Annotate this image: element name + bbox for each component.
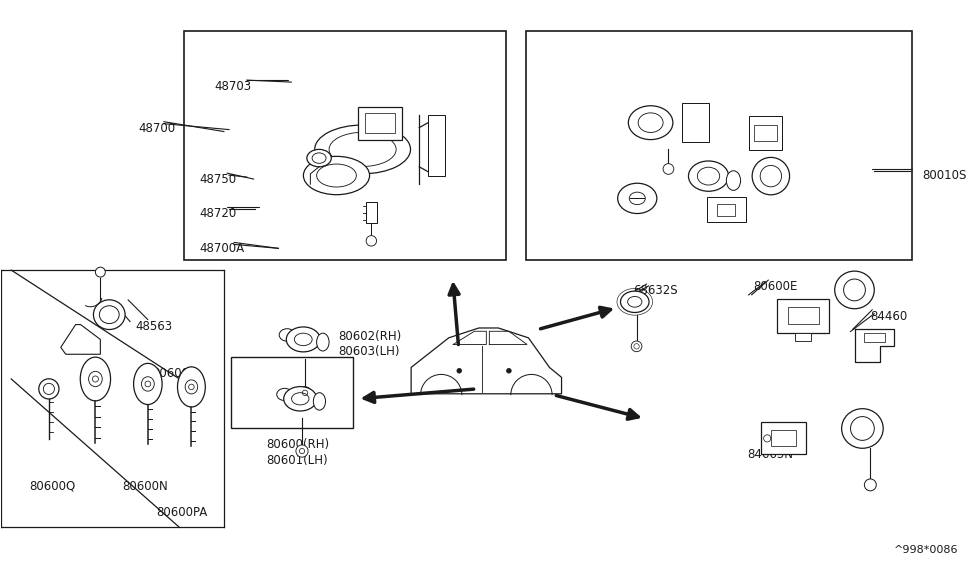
Text: 80010S: 80010S	[921, 169, 966, 182]
Ellipse shape	[287, 327, 320, 352]
Text: 48700: 48700	[138, 122, 176, 135]
Text: 68632S: 68632S	[633, 284, 678, 297]
Bar	[707, 198, 746, 222]
Ellipse shape	[620, 291, 649, 312]
Ellipse shape	[317, 333, 330, 351]
Bar	[428, 114, 446, 175]
Text: 80600(RH): 80600(RH)	[266, 439, 330, 451]
Bar	[365, 113, 395, 133]
Ellipse shape	[315, 125, 410, 174]
Text: 80600Q: 80600Q	[29, 480, 75, 493]
Bar	[771, 430, 796, 447]
Text: 80600PA: 80600PA	[156, 505, 207, 518]
Circle shape	[39, 379, 59, 399]
Ellipse shape	[688, 161, 728, 191]
Ellipse shape	[313, 393, 326, 410]
Bar	[358, 107, 402, 140]
Ellipse shape	[752, 157, 790, 195]
Text: 48720: 48720	[199, 207, 237, 220]
Text: 80603(LH): 80603(LH)	[338, 345, 400, 358]
Bar	[864, 333, 885, 342]
Bar	[718, 204, 735, 216]
Text: 80600N: 80600N	[122, 480, 168, 493]
Circle shape	[298, 387, 311, 399]
Text: ^998*0086: ^998*0086	[894, 545, 958, 555]
Polygon shape	[60, 324, 100, 354]
Ellipse shape	[94, 300, 125, 329]
Ellipse shape	[841, 409, 883, 448]
Ellipse shape	[134, 363, 162, 405]
Ellipse shape	[80, 357, 110, 401]
Text: 80602(RH): 80602(RH)	[338, 329, 401, 342]
Bar	[788, 307, 819, 324]
Text: 84665N: 84665N	[748, 448, 794, 461]
Text: 80600P: 80600P	[152, 367, 196, 380]
Ellipse shape	[284, 387, 317, 411]
Bar	[760, 422, 805, 454]
Text: 80601(LH): 80601(LH)	[266, 454, 329, 467]
Ellipse shape	[279, 329, 295, 341]
Circle shape	[631, 341, 642, 351]
Ellipse shape	[617, 183, 657, 213]
Bar	[231, 357, 353, 428]
Circle shape	[366, 235, 376, 246]
Text: 80600E: 80600E	[754, 280, 798, 293]
Text: 48563: 48563	[135, 320, 173, 333]
Circle shape	[96, 267, 105, 277]
Bar	[754, 125, 777, 142]
Ellipse shape	[303, 156, 370, 195]
Bar	[184, 31, 506, 260]
Ellipse shape	[835, 271, 875, 308]
Text: 48700A: 48700A	[199, 242, 245, 255]
Circle shape	[296, 445, 308, 457]
Bar	[526, 31, 912, 260]
Ellipse shape	[628, 106, 673, 140]
Ellipse shape	[726, 171, 741, 190]
Circle shape	[663, 164, 674, 174]
Circle shape	[507, 368, 511, 373]
Ellipse shape	[277, 388, 292, 401]
Text: 48750: 48750	[199, 173, 237, 186]
Bar	[777, 299, 829, 333]
Bar	[366, 201, 376, 224]
Bar	[796, 333, 811, 341]
Ellipse shape	[177, 367, 206, 407]
Text: 84460: 84460	[871, 310, 908, 323]
Ellipse shape	[307, 149, 332, 167]
Text: 48703: 48703	[214, 80, 252, 93]
Circle shape	[865, 479, 877, 491]
Bar	[682, 103, 709, 142]
Bar	[749, 117, 783, 151]
Circle shape	[457, 368, 461, 373]
